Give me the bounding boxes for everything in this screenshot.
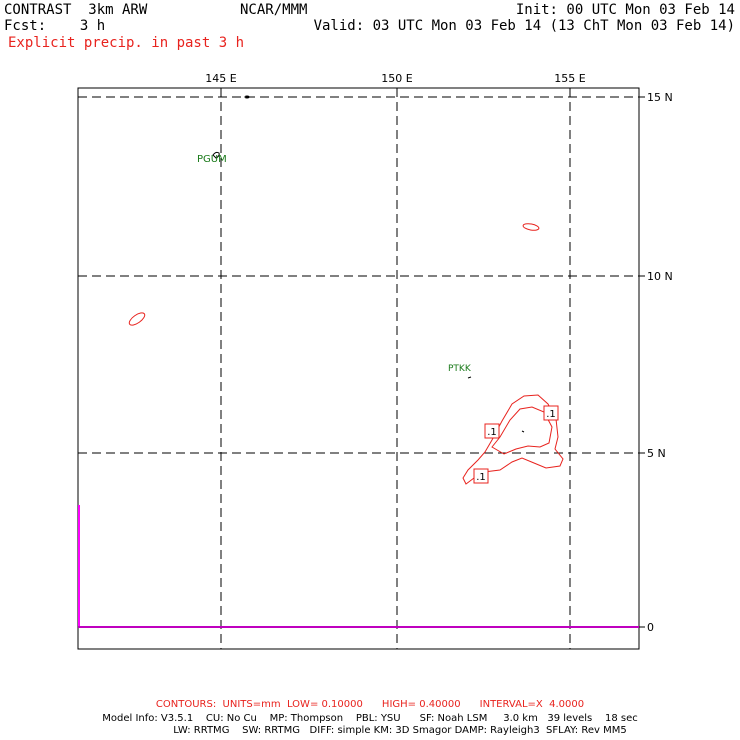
coastlines (212, 95, 525, 433)
contour-cell-southeast (462, 394, 564, 485)
lat-label-5: 5 N (647, 447, 666, 460)
model-title: CONTRAST 3km ARW (4, 2, 148, 18)
contour-label-3: .1 (476, 472, 486, 483)
precip-contours (128, 223, 564, 485)
contour-cell-west (128, 312, 146, 326)
contour-info: CONTOURS: UNITS=mm LOW= 0.10000 HIGH= 0.… (155, 699, 585, 710)
lon-label-155: 155 E (554, 72, 585, 85)
valid-time: Valid: 03 UTC Mon 03 Feb 14 (13 ChT Mon … (313, 18, 735, 34)
lon-label-150: 150 E (381, 72, 412, 85)
init-time: Init: 00 UTC Mon 03 Feb 14 (515, 2, 735, 18)
graticule (78, 88, 639, 649)
lon-label-145: 145 E (205, 72, 236, 85)
xsec-line (78, 505, 639, 628)
contour-label-1: .1 (487, 427, 497, 438)
contour-cell-north (522, 223, 540, 231)
lat-label-15: 15 N (647, 91, 673, 104)
model-info-line-2: LW: RRTMG SW: RRTMG DIFF: simple KM: 3D … (173, 725, 627, 736)
contour-label-2: .1 (546, 409, 556, 420)
contour-cell-inner (491, 406, 553, 455)
station-ptkk: PTKK (448, 364, 472, 374)
station-pgum: PGUM (197, 154, 227, 165)
lat-label-10: 10 N (647, 270, 673, 283)
map-frame (77, 87, 640, 650)
contour-labels: .1 .1 .1 (473, 405, 559, 484)
center-label: NCAR/MMM (240, 2, 308, 18)
forecast-hour: Fcst: 3 h (4, 18, 106, 34)
xsec-zero-label: 0 (647, 621, 654, 634)
model-info-line-1: Model Info: V3.5.1 CU: No Cu MP: Thompso… (102, 713, 638, 724)
field-title: Explicit precip. in past 3 h (8, 35, 245, 51)
